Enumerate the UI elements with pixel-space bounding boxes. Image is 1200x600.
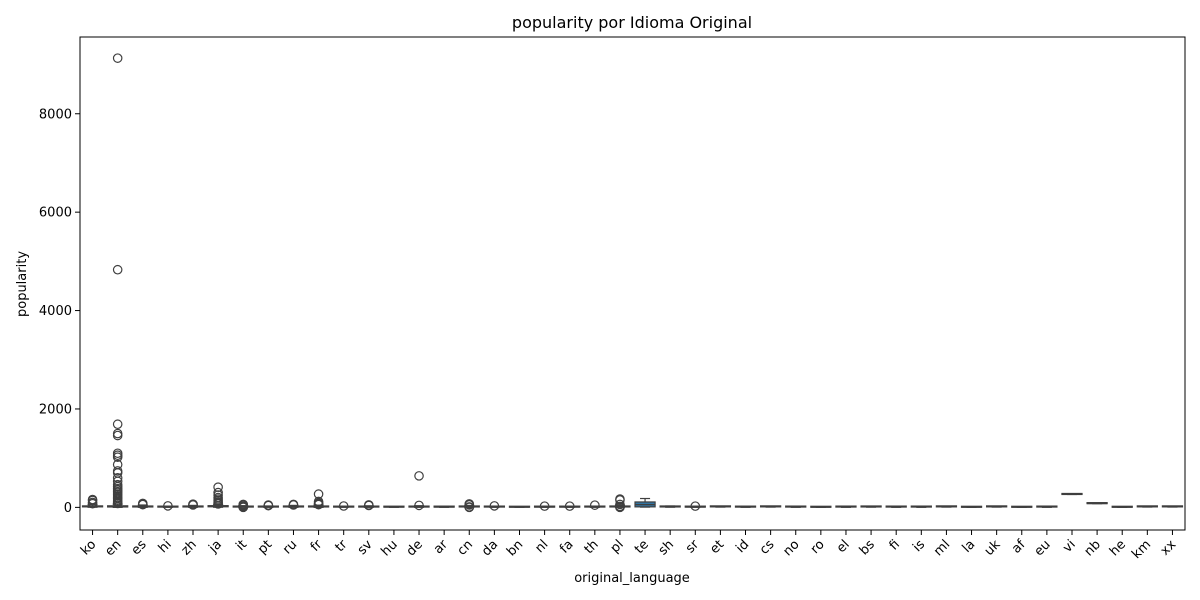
outlier-point [188, 499, 198, 509]
box-zh [182, 499, 204, 510]
outlier-point [163, 501, 173, 511]
box-is [910, 505, 932, 508]
axes-frame [79, 36, 1186, 531]
box-ko [81, 494, 104, 509]
box-sr [684, 501, 706, 511]
plot-area [81, 53, 1184, 513]
outlier-point [615, 494, 625, 504]
box-ja [207, 482, 229, 509]
outlier-point [313, 496, 324, 507]
y-axis-title: popularity [15, 251, 30, 317]
outlier-point [112, 53, 123, 63]
box-bn [508, 505, 531, 508]
outlier-point [112, 479, 123, 490]
box-cn [458, 499, 480, 513]
outlier-point [112, 459, 123, 470]
box-nb [1086, 502, 1108, 505]
box-sv [358, 500, 380, 511]
outlier-point [590, 500, 600, 510]
outlier-point [288, 499, 299, 510]
y-tick-label: 0 [64, 501, 72, 516]
outlier-point [690, 501, 701, 511]
box-cs [759, 505, 782, 508]
outlier-point [87, 494, 98, 505]
outlier-point [414, 471, 424, 481]
box-pt [257, 500, 279, 511]
outlier-point [489, 501, 500, 511]
box-ar [433, 505, 455, 508]
box-el [835, 505, 857, 508]
box-no [785, 505, 807, 508]
box-es [132, 498, 154, 510]
outlier-point [213, 482, 223, 492]
x-axis-title: original_language [574, 571, 690, 586]
outlier-point [112, 428, 123, 439]
outlier-point [539, 501, 550, 511]
outlier-point [414, 500, 424, 511]
y-tick-label: 8000 [39, 107, 72, 122]
box-fa [559, 501, 581, 511]
outlier-point [338, 501, 349, 511]
outlier-point [112, 264, 123, 275]
box-da [483, 501, 506, 511]
box-it [232, 499, 254, 513]
box-hu [383, 505, 405, 508]
chart-title: popularity por Idioma Original [512, 13, 752, 32]
outlier-point [464, 499, 475, 509]
box-pl [609, 494, 631, 513]
box-tr [333, 501, 355, 511]
y-tick-label: 2000 [39, 402, 72, 417]
box-fi [885, 505, 907, 508]
box-la [960, 505, 983, 508]
box-nl [533, 501, 556, 511]
outlier-point [564, 501, 575, 511]
outlier-point [313, 489, 324, 499]
outlier-point [213, 487, 223, 498]
outlier-point [615, 499, 625, 510]
box-ro [810, 505, 832, 508]
box-xx [1161, 505, 1184, 508]
box-ru [282, 499, 305, 510]
outlier-point [213, 492, 223, 503]
box-th [584, 500, 606, 510]
outlier-point [263, 500, 274, 510]
box-af [1011, 505, 1033, 508]
box-he [1111, 505, 1133, 508]
box-km [1136, 505, 1158, 508]
box-ml [935, 505, 958, 508]
box-eu [1036, 505, 1058, 508]
box-bs [860, 505, 882, 508]
outlier-point [137, 498, 148, 509]
outlier-point [112, 448, 123, 459]
box-sh [659, 505, 681, 508]
box-et [709, 505, 732, 508]
box-fr [307, 489, 330, 510]
outlier-point [364, 500, 374, 510]
box-vi [1061, 492, 1083, 496]
box-id [734, 505, 757, 508]
outlier-point [112, 466, 123, 476]
y-tick-label: 4000 [39, 304, 72, 319]
y-tick-label: 6000 [39, 206, 72, 221]
box-de [408, 471, 430, 511]
box-hi [157, 501, 179, 511]
outlier-point [112, 473, 123, 483]
outlier-point [112, 419, 123, 430]
box-te [634, 497, 656, 508]
box-uk [986, 505, 1008, 508]
box-en [107, 53, 129, 509]
y-axis: 0 2000 4000 6000 8000 [39, 107, 80, 516]
outlier-point [238, 499, 249, 510]
